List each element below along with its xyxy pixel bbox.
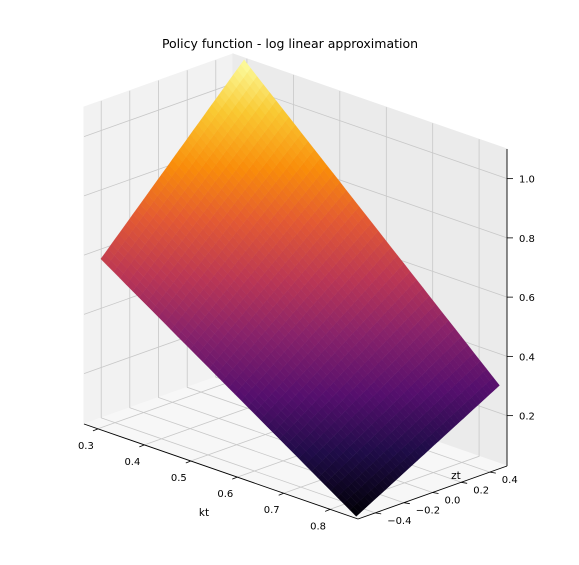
y-axis-label: zt <box>451 470 461 482</box>
y-tick-label: 0.4 <box>502 475 518 486</box>
grid-line-y <box>100 100 376 514</box>
x-tick <box>324 508 331 512</box>
y-tick <box>432 492 439 494</box>
x-tick <box>232 476 238 480</box>
x-tick-label: 0.3 <box>78 441 94 452</box>
x-tick-label: 0.7 <box>264 505 280 516</box>
z-tick-label: 0.8 <box>519 234 535 245</box>
x-tick-label: 0.8 <box>310 521 326 532</box>
surface-plot <box>100 59 500 517</box>
z-tick-label: 0.4 <box>519 352 535 363</box>
z-tick-label: 0.2 <box>519 412 535 423</box>
x-axis-label: kt <box>199 507 209 519</box>
y-tick-label: 0.2 <box>473 485 489 496</box>
y-tick-label: 0.0 <box>445 496 461 507</box>
y-tick-label: −0.4 <box>387 516 411 527</box>
y-tick-label: −0.2 <box>416 506 440 517</box>
y-tick <box>375 512 382 515</box>
x-tick <box>92 428 99 432</box>
y-tick <box>403 502 410 505</box>
x-axis-line <box>83 423 359 520</box>
y-tick <box>489 471 496 474</box>
x-tick <box>278 492 284 496</box>
x-tick-label: 0.4 <box>124 457 140 468</box>
axis-ticks: 0.3 0.4 0.5 0.6 0.7 0.8 −0.4 −0.2 0.0 0.2 0.4 0.2 0.… <box>78 175 535 533</box>
z-tick-label: 0.6 <box>519 293 535 304</box>
z-tick-label: 1.0 <box>519 175 535 186</box>
x-tick-label: 0.6 <box>217 489 233 500</box>
x-tick <box>139 444 145 448</box>
x-tick <box>185 460 191 464</box>
surface-patch <box>100 253 112 266</box>
chart-title: Policy function - log linear approximati… <box>162 36 418 51</box>
x-tick-label: 0.5 <box>171 473 187 484</box>
y-tick <box>461 481 468 484</box>
